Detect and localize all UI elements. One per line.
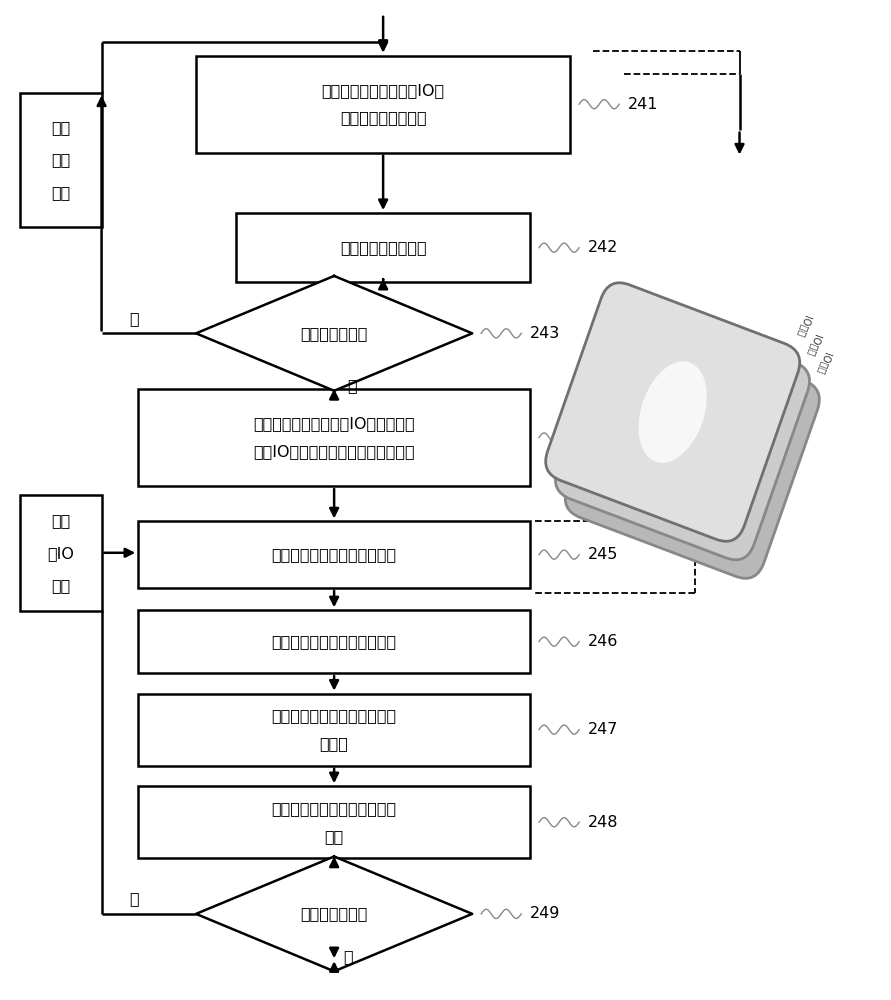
Text: 241: 241 (628, 97, 658, 112)
Text: 244: 244 (588, 430, 618, 445)
Text: 是: 是 (347, 378, 357, 393)
Text: IO设备: IO设备 (805, 333, 822, 357)
Text: 设备: 设备 (51, 185, 70, 200)
Text: 设置目标设备的非资源分配配: 设置目标设备的非资源分配配 (272, 801, 396, 816)
Polygon shape (196, 276, 472, 391)
Text: 从资源池为目标设备分配资源: 从资源池为目标设备分配资源 (272, 547, 396, 562)
FancyBboxPatch shape (196, 56, 570, 153)
Text: 个IO: 个IO (47, 546, 74, 561)
Text: 248: 248 (588, 815, 618, 830)
Text: 否: 否 (129, 891, 139, 906)
FancyBboxPatch shape (138, 786, 530, 858)
Text: 个桥: 个桥 (51, 152, 70, 167)
Text: 249: 249 (530, 906, 560, 921)
Text: IO设备: IO设备 (796, 314, 813, 339)
Text: 寄存器: 寄存器 (320, 736, 348, 751)
FancyBboxPatch shape (138, 694, 530, 766)
Text: 本节点扫描完？: 本节点扫描完？ (300, 906, 368, 921)
Text: 本节点扫描完？: 本节点扫描完？ (300, 326, 368, 341)
FancyBboxPatch shape (236, 213, 530, 282)
Text: 246: 246 (588, 634, 618, 649)
FancyBboxPatch shape (138, 521, 530, 588)
Text: 为桥设备分配总线号: 为桥设备分配总线号 (339, 240, 427, 255)
Text: 下一: 下一 (51, 120, 70, 135)
Polygon shape (196, 856, 472, 971)
Text: 把资源分配情况记录在内存里: 把资源分配情况记录在内存里 (272, 634, 396, 649)
Text: 245: 245 (588, 547, 618, 562)
Text: 242: 242 (588, 240, 618, 255)
Text: 243: 243 (530, 326, 560, 341)
FancyBboxPatch shape (20, 93, 102, 227)
Text: 一个IO设备，询问设备对资源的需求: 一个IO设备，询问设备对资源的需求 (253, 444, 415, 459)
Text: 设备: 设备 (51, 578, 70, 593)
FancyBboxPatch shape (545, 283, 800, 541)
Text: 把资源分配记录写入目标设备: 把资源分配记录写入目标设备 (272, 708, 396, 723)
Text: IO设备: IO设备 (815, 351, 832, 376)
Ellipse shape (639, 361, 707, 463)
FancyBboxPatch shape (20, 495, 102, 611)
FancyBboxPatch shape (565, 320, 820, 578)
FancyBboxPatch shape (138, 389, 530, 486)
FancyBboxPatch shape (555, 301, 810, 560)
Text: 下一: 下一 (51, 513, 70, 528)
FancyBboxPatch shape (138, 610, 530, 673)
Text: 置项: 置项 (324, 829, 344, 844)
Text: 否: 否 (129, 311, 139, 326)
Text: 按一定顺序扫描本节点IO总线、找到: 按一定顺序扫描本节点IO总线、找到 (253, 416, 415, 431)
Text: 按一定顺序扫描本节点IO总: 按一定顺序扫描本节点IO总 (322, 83, 445, 98)
Text: 是: 是 (343, 949, 353, 964)
Text: 线，找到一个桥设备: 线，找到一个桥设备 (339, 111, 427, 126)
Text: 247: 247 (588, 722, 618, 737)
